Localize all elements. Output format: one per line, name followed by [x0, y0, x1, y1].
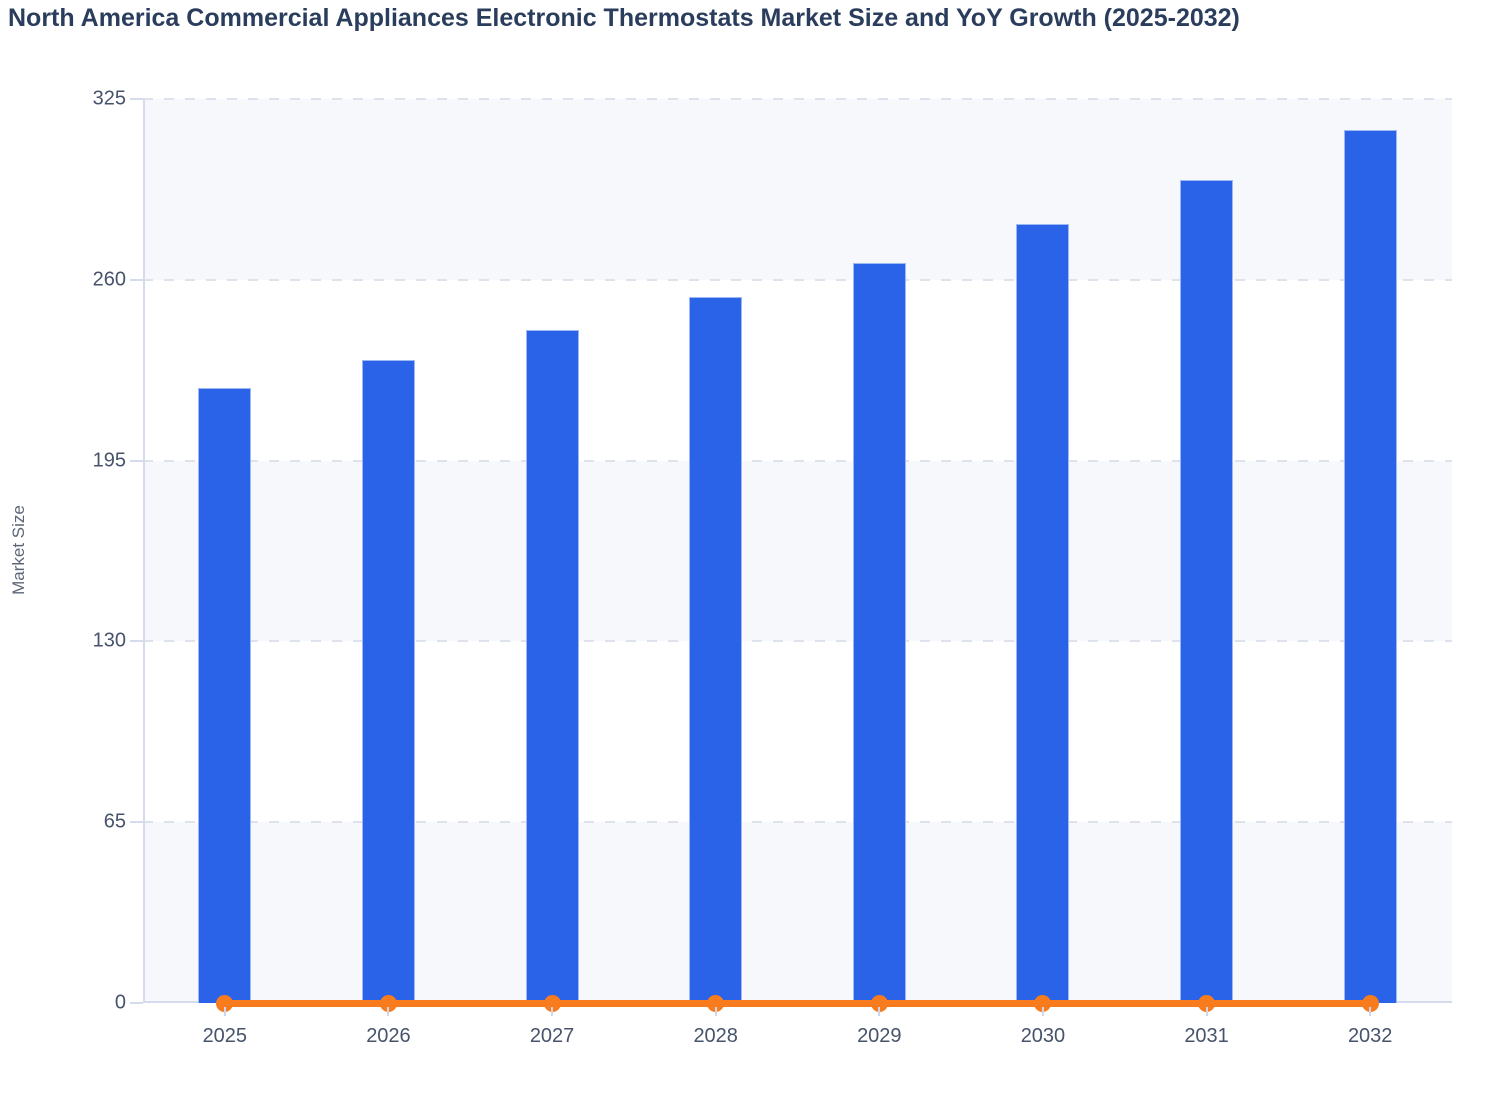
x-axis-tick-2029	[878, 1007, 881, 1016]
bar-2026[interactable]	[361, 360, 415, 1003]
y-tick-label: 130	[92, 629, 126, 652]
y-tick-label: 325	[92, 87, 126, 110]
yoy-growth-line	[224, 999, 1371, 1007]
gridline-325	[143, 98, 1452, 100]
bar-2029[interactable]	[852, 263, 906, 1003]
yoy-growth-point-2027[interactable]	[543, 994, 561, 1012]
gridline-260	[143, 278, 1452, 281]
x-tick-label-2026: 2026	[366, 1025, 411, 1047]
y-axis-tick	[130, 1002, 143, 1004]
gridline-130	[143, 640, 1452, 643]
chart-title: North America Commercial Appliances Elec…	[8, 4, 1240, 32]
y-tick-label: 195	[92, 449, 126, 472]
y-axis-tick	[130, 821, 143, 824]
bar-2028[interactable]	[689, 296, 743, 1003]
y-axis-tick	[130, 278, 143, 281]
yoy-growth-point-2028[interactable]	[707, 994, 725, 1012]
x-tick-label-2027: 2027	[529, 1025, 575, 1047]
x-axis-tick-2025	[223, 1007, 226, 1016]
y-tick-label: 65	[103, 810, 126, 833]
plot-area: 0 65 130 195 260 325 2025 2026 2027 2028 2029 2030 2…	[93, 88, 1452, 1047]
y-axis-tick	[130, 640, 143, 643]
y-axis-line	[143, 99, 145, 1003]
bar-2030[interactable]	[1016, 224, 1070, 1003]
bar-2025[interactable]	[198, 388, 252, 1003]
x-tick-label-2030: 2030	[1020, 1025, 1066, 1047]
x-axis-tick-2031	[1205, 1007, 1208, 1016]
y-axis-tick	[130, 459, 143, 462]
gridline-195	[143, 459, 1452, 462]
x-tick-label-2028: 2028	[693, 1025, 738, 1047]
yoy-growth-point-2031[interactable]	[1198, 994, 1216, 1012]
x-axis-tick-2026	[387, 1007, 390, 1016]
x-tick-label-2032: 2032	[1347, 1025, 1393, 1047]
x-tick-label-2025: 2025	[202, 1025, 248, 1047]
x-axis-tick-2032	[1369, 1007, 1372, 1016]
bar-2031[interactable]	[1180, 179, 1234, 1003]
plot-band	[143, 99, 1452, 280]
yoy-growth-point-2029[interactable]	[870, 994, 888, 1012]
y-tick-label: 0	[114, 991, 126, 1014]
plot-band	[143, 460, 1452, 642]
x-tick-label-2031: 2031	[1184, 1025, 1229, 1047]
yoy-growth-point-2032[interactable]	[1361, 994, 1379, 1012]
x-axis-tick-2030	[1041, 1007, 1044, 1016]
x-axis-tick-2028	[714, 1007, 717, 1016]
y-axis-tick	[130, 98, 143, 100]
x-axis-tick-2027	[551, 1007, 554, 1016]
bar-2027[interactable]	[525, 329, 579, 1003]
y-axis-title: Market Size	[9, 505, 28, 595]
gridline-65	[143, 821, 1452, 824]
x-tick-label-2029: 2029	[857, 1025, 902, 1047]
bar-2032[interactable]	[1343, 129, 1397, 1003]
yoy-growth-point-2026[interactable]	[379, 994, 397, 1012]
yoy-growth-point-2025[interactable]	[216, 994, 234, 1012]
yoy-growth-point-2030[interactable]	[1034, 994, 1052, 1012]
plot-band	[143, 822, 1452, 1003]
y-tick-label: 260	[92, 268, 126, 291]
